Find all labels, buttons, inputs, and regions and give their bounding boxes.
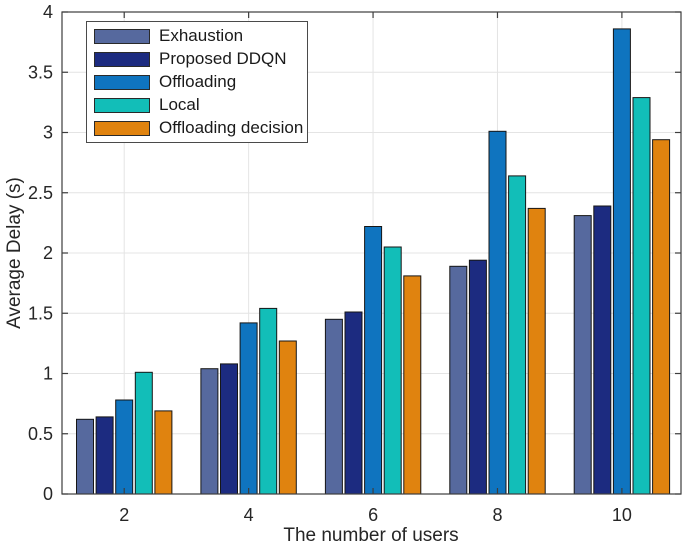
legend-swatch-icon <box>94 97 150 113</box>
bar-offloading-x2 <box>115 399 134 495</box>
legend-item-local: Local <box>94 95 299 114</box>
legend-item-offloading-decision: Offloading decision <box>94 119 303 136</box>
legend-swatch-icon <box>94 120 150 136</box>
y-tick-label: 0.5 <box>28 424 53 444</box>
y-tick-label: 2.5 <box>28 183 53 203</box>
legend: Exhaustion Proposed DDQN Offloading Local Of… <box>86 21 308 143</box>
bar-offloading-decision-x10 <box>652 139 671 495</box>
tick-labels: 2 4 6 8 10 0 0.5 1 1.5 2 2.5 3 3.5 4 <box>28 2 632 525</box>
y-tick-label: 0 <box>43 484 53 504</box>
bar-exhaustion-x4 <box>200 368 219 495</box>
y-tick-label: 4 <box>43 2 53 22</box>
bar-proposed-ddqn-x2 <box>95 416 114 495</box>
axis-ticks <box>62 11 681 495</box>
bar-exhaustion-x2 <box>76 418 94 495</box>
x-tick-label: 6 <box>368 505 378 525</box>
x-tick-label: 10 <box>612 505 632 525</box>
x-tick-label: 4 <box>244 505 254 525</box>
bar-exhaustion-x8 <box>449 265 468 495</box>
y-tick-label: 1.5 <box>28 303 53 323</box>
bar-exhaustion-x10 <box>573 215 592 495</box>
bar-proposed-ddqn-x6 <box>344 311 363 495</box>
y-axis-label: Average Delay (s) <box>4 177 25 329</box>
legend-label: Proposed DDQN <box>159 49 287 68</box>
legend-swatch-icon <box>94 74 150 90</box>
bar-local-x4 <box>259 307 278 495</box>
bar-proposed-ddqn-x4 <box>220 363 238 495</box>
y-tick-label: 3 <box>43 123 53 143</box>
bar-proposed-ddqn-x10 <box>593 205 612 495</box>
bar-exhaustion-x6 <box>324 318 343 495</box>
x-tick-label: 8 <box>492 505 502 525</box>
y-tick-label: 1 <box>43 364 53 384</box>
legend-item-proposed-ddqn: Proposed DDQN <box>94 49 299 68</box>
x-axis-label: The number of users <box>283 525 458 546</box>
bar-offloading-decision-x8 <box>527 207 546 495</box>
legend-label: Offloading decision <box>159 118 304 137</box>
legend-item-offloading: Offloading <box>94 72 299 91</box>
bar-offloading-x6 <box>364 226 383 495</box>
legend-swatch-icon <box>94 51 150 67</box>
bar-proposed-ddqn-x8 <box>468 259 487 495</box>
bars <box>76 28 671 495</box>
legend-label: Exhaustion <box>159 26 244 45</box>
bar-offloading-x4 <box>239 322 258 495</box>
bar-offloading-decision-x4 <box>278 340 297 495</box>
bar-local-x10 <box>632 97 651 495</box>
y-tick-label: 3.5 <box>28 62 53 82</box>
legend-label: Offloading <box>159 72 237 91</box>
bar-offloading-decision-x2 <box>154 410 173 495</box>
legend-item-exhaustion: Exhaustion <box>94 26 299 45</box>
y-tick-label: 2 <box>43 243 53 263</box>
bar-local-x2 <box>134 371 153 495</box>
bar-offloading-x8 <box>488 130 507 495</box>
legend-label: Local <box>159 95 200 114</box>
bar-offloading-decision-x6 <box>403 275 422 495</box>
x-tick-label: 2 <box>119 505 129 525</box>
bar-local-x8 <box>508 175 527 495</box>
bar-offloading-x10 <box>612 28 631 495</box>
bar-local-x6 <box>383 246 402 495</box>
legend-swatch-icon <box>94 28 150 44</box>
